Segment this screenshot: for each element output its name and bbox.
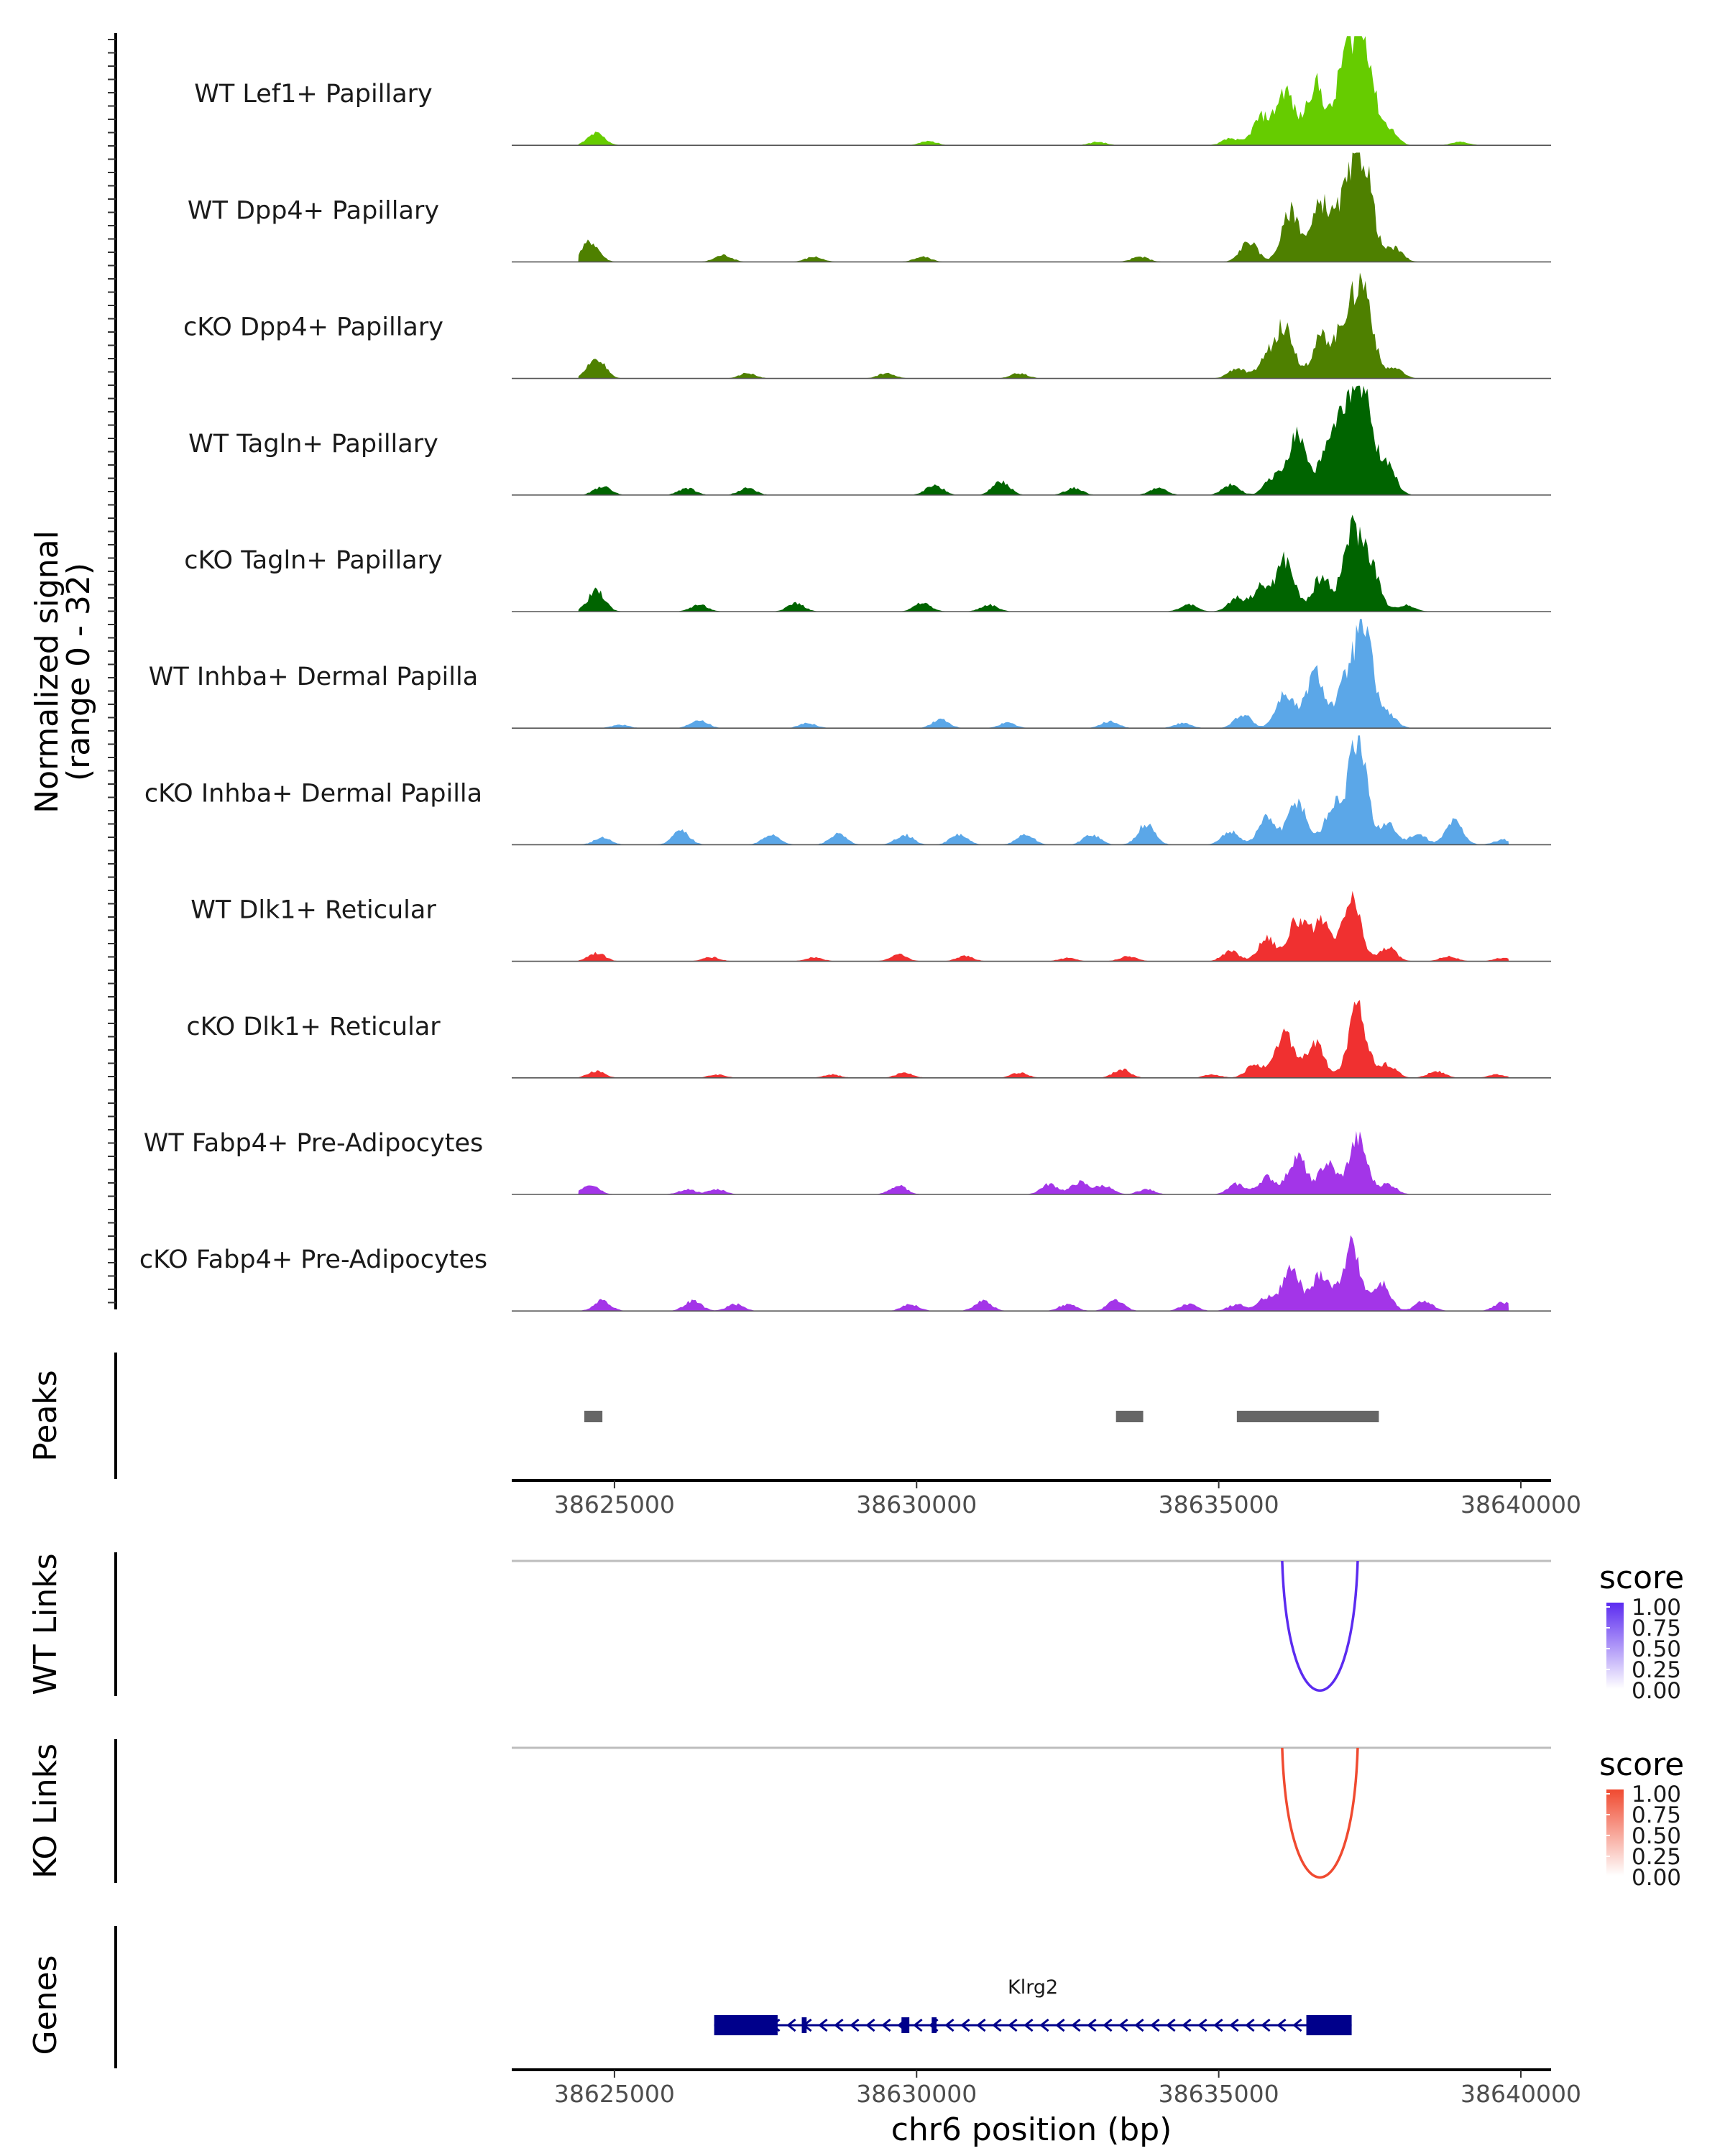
coverage-area-track-9	[578, 1000, 1509, 1078]
coverage-area-track-1	[578, 36, 1509, 146]
coverage-area-track-10	[578, 1130, 1509, 1194]
gene-strand-arrow	[1103, 2018, 1113, 2032]
gene-strand-arrow	[913, 2018, 923, 2032]
gene-strand-arrow	[1008, 2018, 1018, 2032]
gene-strand-arrow	[1292, 2018, 1302, 2032]
gene-strand-arrow	[1276, 2018, 1287, 2032]
ko-legend-label: 0.50	[1632, 1823, 1681, 1849]
track-label-1: WT Lef1+ Papillary	[194, 80, 433, 109]
wt-legend-label: 0.25	[1632, 1657, 1681, 1683]
peak-region-2	[1116, 1411, 1144, 1422]
wt-legend-label: 0.00	[1632, 1678, 1681, 1704]
gene-strand-arrow	[1134, 2018, 1144, 2032]
coverage-area-track-4	[578, 385, 1509, 495]
gene-strand-arrow	[1245, 2018, 1255, 2032]
gene-strand-arrow	[976, 2018, 986, 2032]
wt-legend-label: 0.50	[1632, 1636, 1681, 1662]
gene-strand-arrow	[1150, 2018, 1160, 2032]
wt-link-arc	[1281, 1560, 1359, 1692]
coverage-area-track-6	[578, 619, 1509, 729]
peak-region-1	[584, 1411, 603, 1422]
coverage-area-track-7	[578, 735, 1509, 845]
ko-legend-colorbar	[1606, 1789, 1624, 1876]
y-axis-title-line1: Normalized signal	[29, 530, 65, 814]
ko-legend-label: 0.25	[1632, 1844, 1681, 1870]
track-label-2: WT Dpp4+ Papillary	[188, 196, 439, 225]
ko-legend-label: 1.00	[1632, 1782, 1681, 1807]
coverage-area-track-8	[578, 890, 1509, 962]
track-label-5: cKO Tagln+ Papillary	[184, 546, 443, 575]
gene-strand-arrow	[992, 2018, 1002, 2032]
track-label-9: cKO Dlk1+ Reticular	[186, 1013, 441, 1041]
track-label-8: WT Dlk1+ Reticular	[190, 896, 436, 925]
track-label-10: WT Fabp4+ Pre-Adipocytes	[144, 1129, 483, 1158]
gene-strand-arrow	[1197, 2018, 1208, 2032]
track-label-6: WT Inhba+ Dermal Papilla	[149, 663, 478, 691]
gene-strand-arrow	[944, 2018, 954, 2032]
wt-legend-colorbar	[1606, 1603, 1624, 1689]
gene-strand-arrow	[1055, 2018, 1065, 2032]
y-axis-title: Normalized signal(range 0 - 32)	[29, 530, 97, 814]
gene-strand-arrow	[1229, 2018, 1239, 2032]
gene-strand-arrow	[1024, 2018, 1034, 2032]
gene-strand-arrow	[1213, 2018, 1223, 2032]
coverage-area-track-5	[578, 515, 1509, 612]
gene-strand-arrow	[834, 2018, 844, 2032]
gene-strand-arrow	[786, 2018, 796, 2032]
gene-exon-3	[901, 2017, 910, 2033]
wt-legend-label: 1.00	[1632, 1595, 1681, 1621]
gene-strand-arrow	[865, 2018, 875, 2032]
x-axis-title: chr6 position (bp)	[891, 2111, 1172, 2148]
peaks-x-tick-label: 38640000	[1460, 1491, 1581, 1519]
gene-exon-5	[1306, 2015, 1352, 2035]
gene-strand-arrow	[850, 2018, 860, 2032]
gene-strand-arrow	[1118, 2018, 1128, 2032]
coverage-area-track-2	[578, 152, 1509, 262]
gene-strand-arrow	[1071, 2018, 1081, 2032]
ko-link-arc	[1281, 1747, 1359, 1879]
gene-strand-arrow	[1182, 2018, 1192, 2032]
track-label-3: cKO Dpp4+ Papillary	[183, 313, 443, 342]
genes-x-tick-label: 38635000	[1159, 2080, 1279, 2108]
ko-legend-label: 0.75	[1632, 1802, 1681, 1828]
wt-legend-title: score	[1599, 1560, 1684, 1596]
ko-legend-title: score	[1599, 1746, 1684, 1783]
ko-links-title: KO Links	[27, 1743, 64, 1879]
gene-strand-arrow	[1261, 2018, 1271, 2032]
gene-exon-4	[932, 2017, 937, 2033]
wt-links-title: WT Links	[27, 1553, 64, 1695]
track-label-7: cKO Inhba+ Dermal Papilla	[144, 779, 482, 808]
genes-track-title: Genes	[27, 1955, 64, 2055]
wt-legend-label: 0.75	[1632, 1616, 1681, 1641]
genes-x-tick-label: 38625000	[554, 2080, 675, 2108]
gene-exon-1	[714, 2015, 778, 2035]
track-label-4: WT Tagln+ Papillary	[188, 430, 438, 459]
ko-legend-label: 0.00	[1632, 1865, 1681, 1891]
gene-strand-arrow	[1087, 2018, 1097, 2032]
gene-strand-arrow	[818, 2018, 828, 2032]
gene-label-klrg2: Klrg2	[1008, 1976, 1058, 1999]
gene-exon-2	[801, 2017, 807, 2033]
peaks-x-tick-label: 38630000	[856, 1491, 977, 1519]
peak-region-3	[1236, 1411, 1379, 1422]
coverage-area-track-11	[578, 1235, 1509, 1312]
genes-x-tick-label: 38640000	[1460, 2080, 1581, 2108]
peaks-x-tick-label: 38625000	[554, 1491, 675, 1519]
peaks-x-tick-label: 38635000	[1159, 1491, 1279, 1519]
track-label-11: cKO Fabp4+ Pre-Adipocytes	[139, 1245, 487, 1274]
genes-x-tick-label: 38630000	[856, 2080, 977, 2108]
gene-strand-arrow	[881, 2018, 891, 2032]
gene-strand-arrow	[960, 2018, 970, 2032]
y-axis-title-line2: (range 0 - 32)	[60, 563, 97, 781]
gene-strand-arrow	[1166, 2018, 1176, 2032]
peaks-track-title: Peaks	[27, 1370, 64, 1461]
coverage-area-track-3	[578, 272, 1509, 379]
gene-strand-arrow	[1039, 2018, 1049, 2032]
